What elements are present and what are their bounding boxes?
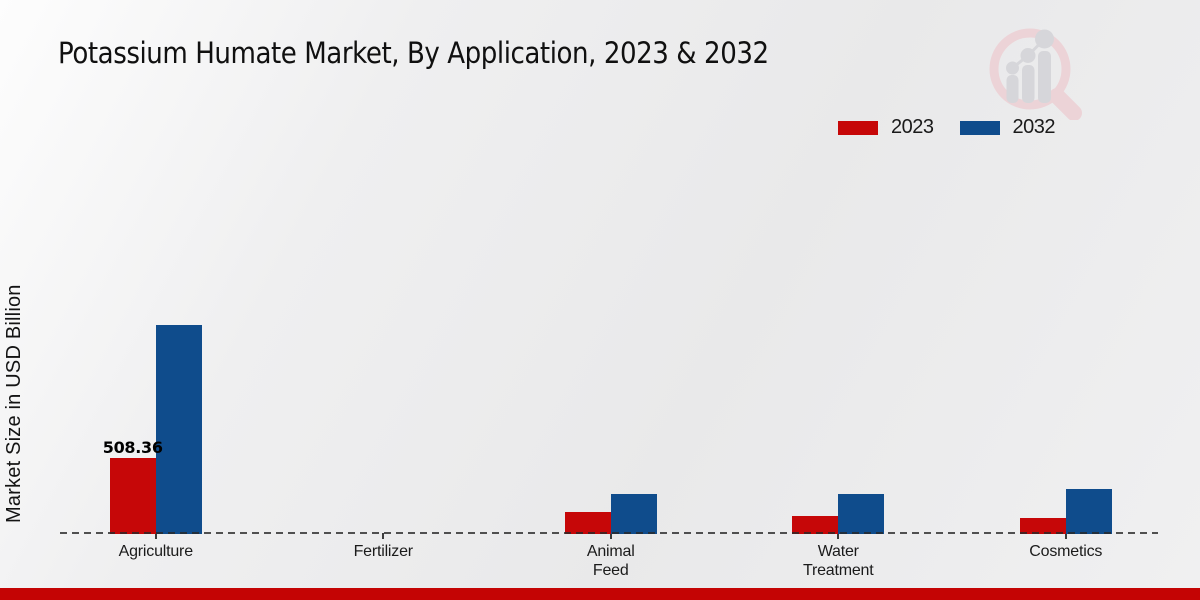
bar-2023-cosmetics <box>1019 518 1066 534</box>
bar-2023-animal-feed <box>564 512 611 534</box>
bar-2023-water-treatment <box>792 516 839 534</box>
bar-2023-agriculture <box>109 458 156 534</box>
legend-swatch-2023 <box>838 120 878 135</box>
bar-2032-water-treatment <box>838 494 885 534</box>
category-label-cosmetics: Cosmetics <box>1029 543 1103 560</box>
x-tick-water-treatment <box>837 533 840 539</box>
x-tick-animal-feed <box>609 533 612 539</box>
x-tick-fertilizer <box>382 533 385 539</box>
magnifier-ring <box>989 28 1071 110</box>
category-label-water-treatment: Water Treatment <box>802 543 874 579</box>
category-label-animal-feed: Animal Feed <box>586 543 635 579</box>
logo-dot-2 <box>1020 48 1036 63</box>
legend-item-2032: 2032 <box>959 116 1056 139</box>
chart-title: Potassium Humate Market, By Application,… <box>58 36 769 70</box>
bottom-accent-bar <box>0 588 1200 600</box>
x-tick-cosmetics <box>1064 533 1067 539</box>
category-label-fertilizer: Fertilizer <box>353 543 414 560</box>
legend: 2023 2032 <box>838 116 1055 139</box>
logo-dot-3 <box>1035 29 1054 49</box>
category-label-agriculture: Agriculture <box>118 543 193 560</box>
legend-label-2032: 2032 <box>1012 116 1056 138</box>
magnifier-bar-chart-logo-icon <box>989 28 1082 121</box>
legend-item-2023: 2023 <box>838 116 934 139</box>
x-tick-agriculture <box>154 533 157 539</box>
logo-bar-mid <box>1022 65 1035 103</box>
bar-2032-cosmetics <box>1065 489 1112 534</box>
magnifier-handle <box>1049 88 1082 121</box>
bar-2032-agriculture <box>155 325 202 534</box>
value-label-2023-agriculture: 508.36 <box>102 438 163 457</box>
logo-dot-1 <box>1006 61 1019 75</box>
legend-label-2023: 2023 <box>891 116 934 138</box>
bar-2032-animal-feed <box>610 494 657 534</box>
legend-swatch-2032 <box>959 120 1000 135</box>
market-research-watermark-logo <box>983 18 1095 121</box>
logo-bar-short <box>1006 75 1019 103</box>
x-axis-baseline <box>60 532 1158 534</box>
logo-bar-tall <box>1038 51 1051 103</box>
